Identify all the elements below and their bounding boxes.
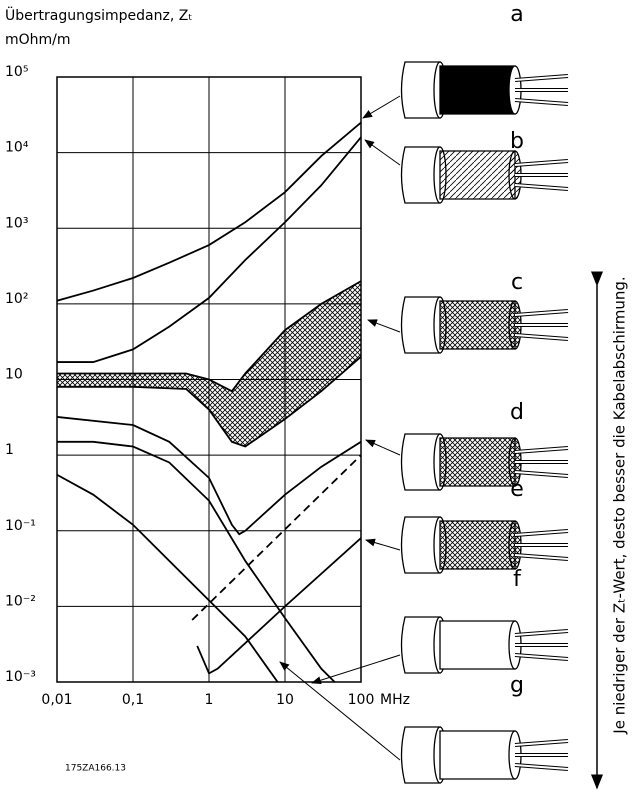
cable-icon <box>400 433 569 491</box>
wire-core <box>514 554 569 560</box>
legend-label: c <box>511 270 523 295</box>
y-tick-label: 10³ <box>5 215 28 231</box>
legend-label: f <box>513 567 522 592</box>
cable-shield <box>439 730 516 780</box>
cable-jacket <box>400 296 441 354</box>
cable-jacket <box>400 616 441 674</box>
legend-label: a <box>510 2 523 27</box>
y-tick-label: 1 <box>5 442 14 458</box>
cable-shield <box>439 520 516 570</box>
cable-shield <box>439 620 516 670</box>
cable-shield <box>439 300 516 350</box>
wire-core <box>514 471 569 477</box>
curve <box>196 537 361 675</box>
cable-jacket <box>400 726 441 784</box>
legend-label: g <box>510 673 524 698</box>
curve <box>191 454 361 621</box>
wire-core <box>514 75 569 81</box>
x-tick-label: 1 <box>205 692 214 708</box>
y-tick-label: 10² <box>5 291 28 307</box>
wire-core <box>514 99 569 105</box>
x-tick-label: 100 <box>348 692 375 708</box>
cable-jacket <box>400 433 441 491</box>
cable-icon <box>400 726 569 784</box>
curve <box>57 473 279 682</box>
wire-core <box>514 764 569 770</box>
legend-label: d <box>510 400 524 425</box>
curve <box>57 121 361 302</box>
y-tick-label: 10⁻³ <box>5 669 36 685</box>
y-tick-label: 10 <box>5 367 23 383</box>
side-note: Je niedriger der Zₜ-Wert, desto besser d… <box>611 276 629 734</box>
curve <box>57 280 361 393</box>
x-tick-label: 0,1 <box>122 692 144 708</box>
wire-core <box>514 654 569 660</box>
legend-label: e <box>510 477 524 502</box>
y-label: Übertragungsimpedanz, Zₜ <box>5 6 192 24</box>
cable-icon <box>400 296 569 354</box>
cable-shield <box>439 150 516 200</box>
cable-icon <box>400 61 569 119</box>
y-tick-label: 10⁴ <box>5 140 29 156</box>
cable-jacket <box>400 146 441 204</box>
cable-icon <box>400 616 569 674</box>
cable-shield <box>439 437 516 487</box>
wire-core <box>514 630 569 636</box>
x-unit: MHz <box>380 692 410 708</box>
pointer-arrows <box>279 95 401 761</box>
wire-core <box>514 447 569 453</box>
x-tick-label: 0,01 <box>41 692 72 708</box>
wire-core <box>514 310 569 316</box>
wire-core <box>514 740 569 746</box>
cable-icon <box>400 516 569 574</box>
curve <box>57 416 361 536</box>
wire-core <box>514 160 569 166</box>
figure-code: 175ZA166.13 <box>65 764 126 774</box>
x-tick-label: 10 <box>276 692 294 708</box>
band <box>57 281 361 447</box>
y-tick-label: 10⁻² <box>5 593 36 609</box>
cable-icon <box>400 146 569 204</box>
legend-label: b <box>510 129 524 154</box>
cable-shield <box>439 65 516 115</box>
y-tick-label: 10⁻¹ <box>5 518 36 534</box>
wire-core <box>514 184 569 190</box>
curve <box>57 136 361 363</box>
wire-core <box>514 530 569 536</box>
cable-jacket <box>400 61 441 119</box>
y-tick-label: 10⁵ <box>5 64 28 80</box>
curve <box>57 440 336 682</box>
y-unit: mOhm/m <box>5 32 71 48</box>
wire-core <box>514 334 569 340</box>
cable-jacket <box>400 516 441 574</box>
band-lower-line <box>57 356 361 448</box>
